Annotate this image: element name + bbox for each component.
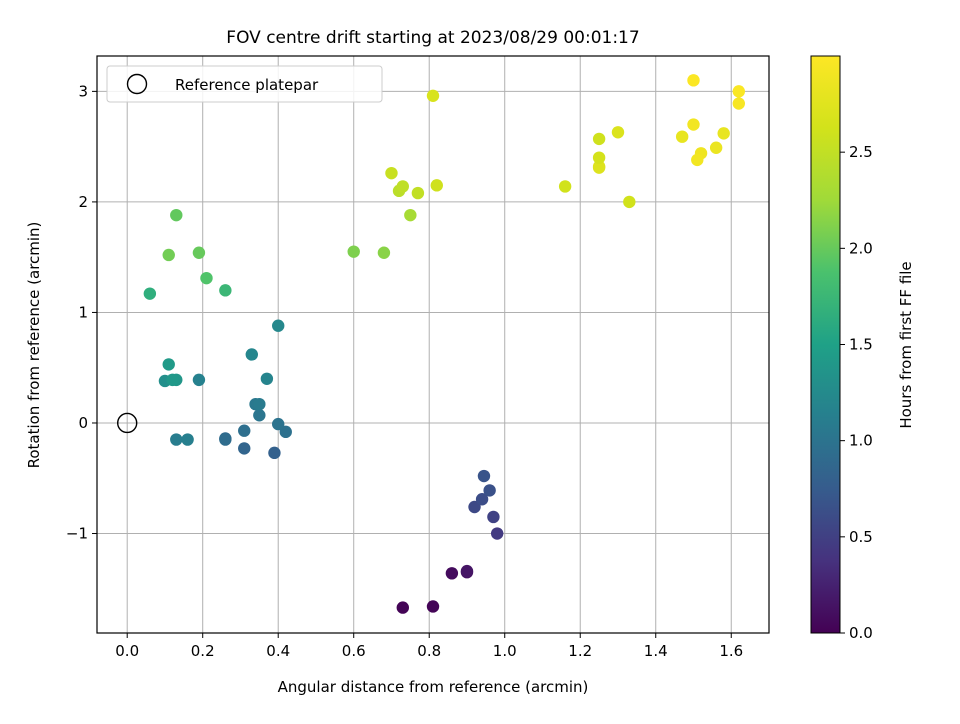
- scatter-point: [709, 141, 723, 154]
- scatter-point: [219, 433, 232, 446]
- scatter-point: [592, 151, 606, 164]
- y-tick-label: 3: [78, 82, 88, 100]
- scatter-point: [468, 500, 481, 514]
- scatter-point: [162, 248, 175, 262]
- colorbar: [810, 55, 841, 634]
- scatter-point: [272, 319, 285, 332]
- x-tick-label: 0.8: [417, 642, 441, 660]
- scatter-point: [238, 424, 251, 437]
- scatter-point: [347, 245, 360, 258]
- scatter-point: [411, 186, 425, 200]
- colorbar-tick-label: 0.5: [849, 528, 873, 546]
- y-tick-label: 0: [78, 414, 88, 432]
- y-axis-ticks: −1 0 1 2 3: [66, 82, 97, 543]
- x-tick-label: 0.4: [266, 642, 290, 660]
- colorbar-tick-label: 1.5: [849, 336, 873, 354]
- scatter-point: [460, 564, 474, 578]
- scatter-point: [611, 126, 625, 139]
- colorbar-tick-label: 1.0: [849, 432, 873, 450]
- scatter-point: [430, 179, 443, 192]
- scatter-point: [162, 358, 175, 371]
- legend-label: Reference platepar: [175, 76, 319, 94]
- scatter-point: [253, 409, 266, 422]
- reference-platepar-marker: [117, 412, 138, 434]
- scatter-point: [385, 166, 398, 180]
- scatter-point: [279, 425, 292, 439]
- scatter-point: [200, 271, 213, 285]
- scatter-point: [426, 600, 440, 613]
- legend: Reference platepar: [106, 65, 383, 103]
- x-axis-label: Angular distance from reference (arcmin): [278, 678, 589, 696]
- x-tick-label: 1.6: [719, 642, 743, 660]
- scatter-point: [623, 195, 636, 209]
- scatter-point: [687, 74, 700, 87]
- x-tick-label: 0.6: [342, 642, 366, 660]
- y-tick-label: 1: [78, 303, 88, 321]
- legend-box: [106, 65, 383, 103]
- colorbar-tick-label: 2.0: [849, 239, 873, 257]
- scatter-point: [170, 433, 183, 446]
- scatter-point: [475, 493, 489, 506]
- scatter-point: [687, 118, 700, 131]
- x-tick-label: 0.0: [115, 642, 139, 660]
- scatter-point: [732, 85, 745, 98]
- scatter-point: [426, 89, 440, 102]
- reference-point: [117, 412, 138, 434]
- scatter-point: [181, 433, 194, 446]
- y-tick-label: −1: [66, 525, 88, 543]
- scatter-point: [404, 208, 417, 222]
- scatter-point: [166, 373, 179, 387]
- scatter-point: [268, 446, 281, 460]
- scatter-point: [192, 373, 206, 387]
- scatter-point: [245, 348, 258, 361]
- scatter-point: [732, 97, 745, 110]
- scatter-point: [143, 287, 157, 300]
- scatter-point: [717, 127, 730, 140]
- scatter-point: [477, 469, 491, 483]
- x-axis-ticks: 0.0 0.2 0.4 0.6 0.8 1.0 1.2 1.4 1.6: [115, 633, 743, 660]
- scatter-point: [592, 160, 606, 173]
- y-tick-label: 2: [78, 193, 88, 211]
- scatter-point: [675, 130, 689, 143]
- scatter-point: [490, 527, 504, 540]
- scatter-point: [487, 510, 500, 524]
- y-axis-label: Rotation from reference (arcmin): [25, 222, 43, 469]
- x-tick-label: 0.2: [191, 642, 215, 660]
- scatter-point: [219, 284, 232, 297]
- scatter-point: [238, 442, 251, 455]
- colorbar-tick-label: 0.0: [849, 624, 873, 642]
- scatter-point: [592, 132, 606, 146]
- chart-title: FOV centre drift starting at 2023/08/29 …: [226, 28, 639, 48]
- plot-frame: [96, 55, 770, 634]
- legend-marker-icon: [126, 73, 148, 95]
- scatter-point: [377, 246, 391, 259]
- colorbar-ticks: 0.0 0.5 1.0 1.5 2.0 2.5: [840, 143, 873, 642]
- scatter-point: [445, 567, 459, 580]
- scatter-point: [253, 397, 266, 411]
- colorbar-tick-label: 2.5: [849, 143, 873, 161]
- scatter-point: [260, 372, 274, 385]
- x-tick-label: 1.4: [644, 642, 668, 660]
- scatter-point: [396, 180, 409, 193]
- scatter-point: [272, 417, 285, 431]
- scatter-point: [396, 601, 409, 614]
- colorbar-label: Hours from first FF file: [897, 261, 915, 428]
- scatter-point: [170, 208, 183, 222]
- grid: [97, 56, 769, 633]
- scatter-point: [192, 246, 206, 259]
- data-points: [143, 74, 745, 614]
- scatter-point: [558, 180, 572, 193]
- x-tick-label: 1.2: [568, 642, 592, 660]
- x-tick-label: 1.0: [493, 642, 517, 660]
- scatter-point: [483, 484, 496, 497]
- scatter-point: [691, 153, 704, 167]
